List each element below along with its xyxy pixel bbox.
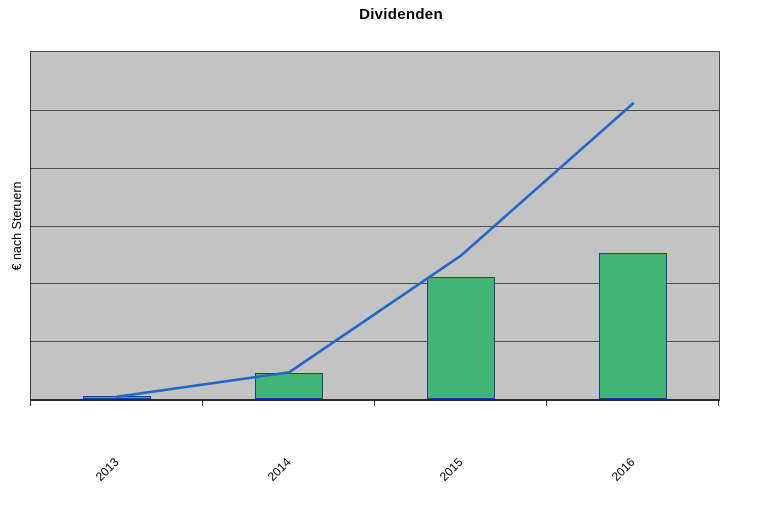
x-axis-tick (546, 401, 547, 406)
bar-2015 (427, 277, 495, 399)
gridline (31, 341, 719, 343)
x-axis-tick (718, 401, 719, 406)
gridline (31, 283, 719, 285)
x-tick-label-2016: 2016 (609, 455, 638, 484)
chart-title: Dividenden (359, 6, 443, 23)
x-axis-tick (202, 401, 203, 406)
x-tick-label-2015: 2015 (437, 455, 466, 484)
y-axis-title: € nach Steruern (10, 181, 24, 271)
x-axis-tick (374, 401, 375, 406)
x-axis-tick (30, 401, 31, 406)
trend-line (115, 102, 635, 399)
bar-2014 (255, 373, 323, 399)
bar-2016 (599, 253, 667, 399)
x-tick-label-2014: 2014 (265, 455, 294, 484)
gridline (31, 109, 719, 111)
gridline (31, 167, 719, 169)
trend-line-layer (115, 102, 635, 399)
plot-area (30, 51, 720, 401)
gridline (31, 225, 719, 227)
x-tick-label-2013: 2013 (93, 455, 122, 484)
